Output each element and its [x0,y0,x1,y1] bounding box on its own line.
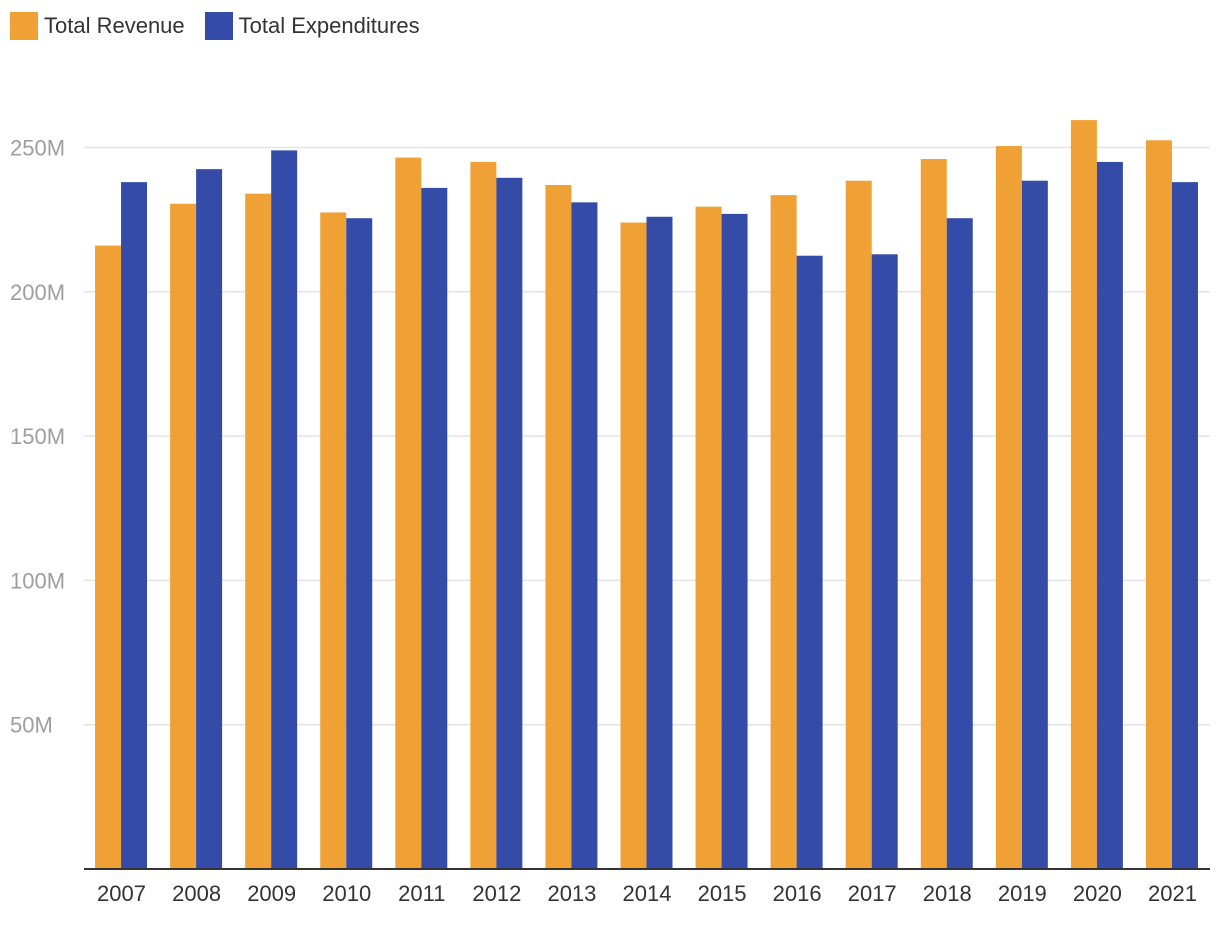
bar-revenue-2010[interactable] [320,212,347,869]
axes: 50M 100M 150M 200M 250M 2007 2008 2009 2010 2011 2… [10,136,1210,906]
bar-expenditures-2009[interactable] [271,150,298,870]
bar-expenditures-2018[interactable] [946,218,973,869]
bar-expenditures-2015[interactable] [721,213,748,870]
bar-expenditures-2021[interactable] [1171,182,1198,869]
bar-revenue-2020[interactable] [1070,120,1097,869]
bar-revenue-2021[interactable] [1145,140,1172,869]
bar-expenditures-2019[interactable] [1021,180,1048,870]
bar-revenue-2016[interactable] [770,195,797,869]
legend-swatch-expenditures [204,12,233,40]
x-tick-label-2020: 2020 [1073,881,1122,906]
x-tick-label-2007: 2007 [97,881,146,906]
legend-label-expenditures: Total Expenditures [238,13,420,38]
x-tick-label-2009: 2009 [247,881,296,906]
x-tick-label-2014: 2014 [623,881,672,906]
x-tick-label-2012: 2012 [472,881,521,906]
legend: Total Revenue Total Expenditures [10,12,420,40]
legend-item-revenue[interactable]: Total Revenue [10,12,185,40]
bar-expenditures-2012[interactable] [496,177,523,870]
bar-expenditures-2013[interactable] [571,202,598,870]
x-tick-label-2013: 2013 [547,881,596,906]
bar-revenue-2008[interactable] [170,203,197,870]
x-tick-label-2010: 2010 [322,881,371,906]
bar-expenditures-2016[interactable] [796,255,823,870]
x-tick-label-2018: 2018 [923,881,972,906]
bar-expenditures-2011[interactable] [421,187,448,870]
y-tick-label-150m: 150M [10,424,65,449]
bar-revenue-2012[interactable] [470,161,497,869]
x-tick-label-2021: 2021 [1148,881,1197,906]
bar-revenue-2019[interactable] [995,146,1022,869]
bar-revenue-2017[interactable] [845,180,872,870]
bar-revenue-2009[interactable] [245,193,272,869]
x-tick-label-2017: 2017 [848,881,897,906]
y-tick-label-250m: 250M [10,136,65,161]
bar-revenue-2011[interactable] [395,157,422,869]
y-tick-label-100m: 100M [10,568,65,593]
bar-expenditures-2008[interactable] [196,169,223,869]
bar-expenditures-2020[interactable] [1096,161,1123,869]
bar-revenue-2015[interactable] [695,206,722,870]
x-tick-label-2015: 2015 [698,881,747,906]
bar-expenditures-2017[interactable] [871,254,898,870]
bar-revenue-2013[interactable] [545,185,572,869]
bar-revenue-2018[interactable] [920,159,947,869]
bar-revenue-2007[interactable] [95,245,122,869]
bar-expenditures-2007[interactable] [121,182,148,869]
x-tick-label-2019: 2019 [998,881,1047,906]
x-tick-label-2008: 2008 [172,881,221,906]
x-tick-label-2011: 2011 [398,881,445,906]
legend-label-revenue: Total Revenue [44,13,185,38]
y-tick-label-200m: 200M [10,280,65,305]
bars [95,120,1198,870]
bar-revenue-2014[interactable] [620,222,647,869]
x-tick-label-2016: 2016 [773,881,822,906]
legend-swatch-revenue [10,12,38,40]
legend-item-expenditures[interactable]: Total Expenditures [204,12,420,40]
y-tick-label-50m: 50M [10,713,53,738]
bar-expenditures-2014[interactable] [646,216,673,869]
bar-expenditures-2010[interactable] [346,218,373,869]
